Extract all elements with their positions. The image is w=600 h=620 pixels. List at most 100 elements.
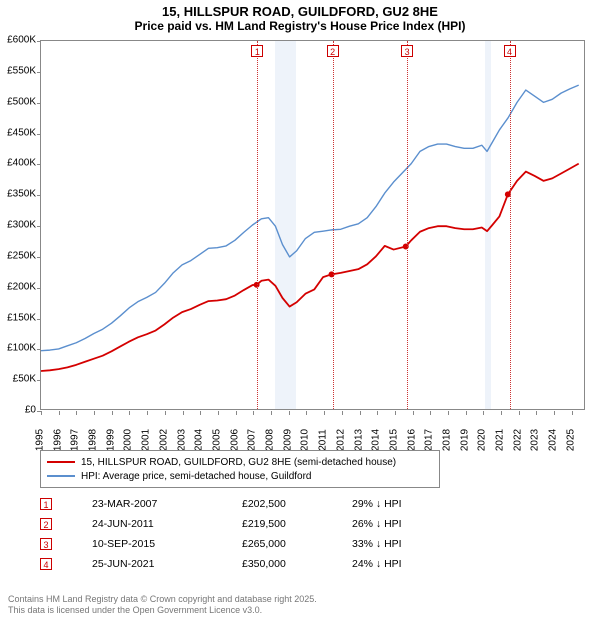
- x-tick-label: 2011: [318, 429, 329, 451]
- x-tick-label: 2017: [424, 429, 435, 451]
- y-tick-label: £500K: [7, 96, 36, 107]
- sale-row-price: £202,500: [242, 498, 352, 510]
- sale-marker-badge: 2: [327, 45, 339, 57]
- sale-marker-line: [333, 41, 334, 409]
- sale-marker-badge: 4: [504, 45, 516, 57]
- y-tick: [37, 288, 41, 289]
- sale-row-delta: 33% ↓ HPI: [352, 538, 462, 550]
- legend-row: HPI: Average price, semi-detached house,…: [47, 469, 433, 483]
- sale-row: 3 10-SEP-2015£265,00033% ↓ HPI: [40, 534, 462, 554]
- x-tick-label: 2025: [565, 429, 576, 451]
- page-subtitle: Price paid vs. HM Land Registry's House …: [0, 19, 600, 37]
- sale-row-price: £219,500: [242, 518, 352, 530]
- x-tick-label: 2002: [158, 429, 169, 451]
- x-tick-label: 2007: [247, 429, 258, 451]
- sale-row-delta: 29% ↓ HPI: [352, 498, 462, 510]
- y-tick-label: £400K: [7, 158, 36, 169]
- x-tick-label: 2001: [141, 429, 152, 451]
- x-tick-label: 2016: [406, 429, 417, 451]
- sale-marker-badge: 1: [251, 45, 263, 57]
- y-tick-label: £600K: [7, 35, 36, 46]
- sale-row-badge: 3: [40, 538, 52, 550]
- page-title: 15, HILLSPUR ROAD, GUILDFORD, GU2 8HE: [0, 0, 600, 19]
- x-tick-label: 2024: [548, 429, 559, 451]
- sale-row: 224-JUN-2011£219,50026% ↓ HPI: [40, 514, 462, 534]
- sale-row-date: 25-JUN-2021: [92, 558, 242, 570]
- x-axis-labels: 1995199619971998199920002001200220032004…: [40, 412, 585, 446]
- y-tick-label: £150K: [7, 312, 36, 323]
- legend-label: HPI: Average price, semi-detached house,…: [81, 471, 312, 482]
- x-tick-label: 2006: [229, 429, 240, 451]
- legend-box: 15, HILLSPUR ROAD, GUILDFORD, GU2 8HE (s…: [40, 450, 440, 488]
- x-tick-label: 2020: [477, 429, 488, 451]
- y-tick: [37, 195, 41, 196]
- y-tick-label: £50K: [13, 374, 36, 385]
- x-tick-label: 2014: [371, 429, 382, 451]
- x-tick-label: 2022: [512, 429, 523, 451]
- sale-marker-line: [407, 41, 408, 409]
- x-tick-label: 1996: [52, 429, 63, 451]
- sale-row-delta: 24% ↓ HPI: [352, 558, 462, 570]
- series-property: [41, 164, 579, 371]
- x-tick-label: 1997: [70, 429, 81, 451]
- sales-table: 1 23-MAR-2007£202,50029% ↓ HPI 224-JUN-201…: [40, 494, 462, 574]
- sale-row-delta: 26% ↓ HPI: [352, 518, 462, 530]
- sale-row-price: £350,000: [242, 558, 352, 570]
- chart-plot-area: 1 2 3 4: [40, 40, 585, 410]
- y-tick-label: £450K: [7, 127, 36, 138]
- x-tick-label: 2023: [530, 429, 541, 451]
- sale-row: 4 25-JUN-2021£350,00024% ↓ HPI: [40, 554, 462, 574]
- sale-row-price: £265,000: [242, 538, 352, 550]
- y-tick: [37, 319, 41, 320]
- x-tick-label: 2003: [176, 429, 187, 451]
- sale-row-date: 24-JUN-2011: [92, 518, 242, 530]
- sale-point-marker: [329, 271, 335, 277]
- y-tick: [37, 226, 41, 227]
- sale-marker-line: [257, 41, 258, 409]
- x-tick-label: 2005: [211, 429, 222, 451]
- sale-row: 1 23-MAR-2007£202,50029% ↓ HPI: [40, 494, 462, 514]
- x-tick-label: 2004: [194, 429, 205, 451]
- y-tick-label: £300K: [7, 220, 36, 231]
- sale-row-date: 23-MAR-2007: [92, 498, 242, 510]
- y-tick: [37, 164, 41, 165]
- sale-row-badge: 1: [40, 498, 52, 510]
- x-tick-label: 2000: [123, 429, 134, 451]
- footer-line-2: This data is licensed under the Open Gov…: [8, 605, 317, 616]
- x-tick-label: 1998: [88, 429, 99, 451]
- sale-row-date: 10-SEP-2015: [92, 538, 242, 550]
- y-tick-label: £250K: [7, 250, 36, 261]
- y-tick: [37, 103, 41, 104]
- y-tick: [37, 134, 41, 135]
- y-tick-label: £200K: [7, 281, 36, 292]
- y-tick-label: £350K: [7, 189, 36, 200]
- x-tick-label: 2013: [353, 429, 364, 451]
- legend-swatch: [47, 461, 75, 463]
- legend-swatch: [47, 475, 75, 477]
- sale-marker-badge: 3: [401, 45, 413, 57]
- y-tick-label: £100K: [7, 343, 36, 354]
- x-tick-label: 2009: [282, 429, 293, 451]
- x-tick-label: 2019: [459, 429, 470, 451]
- y-tick: [37, 72, 41, 73]
- x-tick-label: 2010: [300, 429, 311, 451]
- footer-attribution: Contains HM Land Registry data © Crown c…: [8, 594, 317, 617]
- x-tick-label: 2015: [388, 429, 399, 451]
- y-tick: [37, 380, 41, 381]
- legend-row: 15, HILLSPUR ROAD, GUILDFORD, GU2 8HE (s…: [47, 455, 433, 469]
- x-tick-label: 2021: [495, 429, 506, 451]
- y-tick: [37, 257, 41, 258]
- x-tick-label: 1999: [105, 429, 116, 451]
- y-tick-label: £550K: [7, 65, 36, 76]
- sale-row-badge: 4: [40, 558, 52, 570]
- chart-svg: [41, 41, 584, 409]
- x-tick-label: 2008: [265, 429, 276, 451]
- x-tick-label: 1995: [35, 429, 46, 451]
- x-tick-label: 2018: [441, 429, 452, 451]
- y-axis-labels: £0£50K£100K£150K£200K£250K£300K£350K£400…: [0, 40, 38, 410]
- y-tick-label: £0: [25, 405, 36, 416]
- legend-label: 15, HILLSPUR ROAD, GUILDFORD, GU2 8HE (s…: [81, 457, 396, 468]
- y-tick: [37, 349, 41, 350]
- footer-line-1: Contains HM Land Registry data © Crown c…: [8, 594, 317, 605]
- y-tick: [37, 41, 41, 42]
